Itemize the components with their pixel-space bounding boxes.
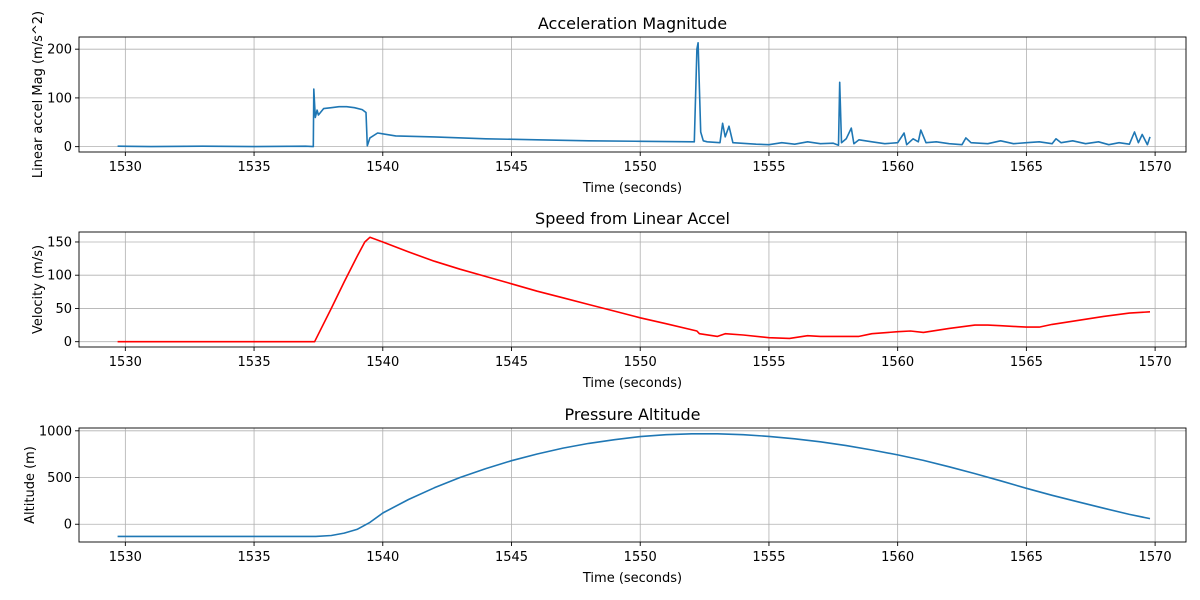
y-axis-label: Altitude (m) xyxy=(23,446,38,524)
x-tick-label: 1550 xyxy=(624,160,657,175)
x-tick-label: 1560 xyxy=(881,355,914,370)
y-tick-label: 0 xyxy=(64,335,72,350)
x-tick-label: 1555 xyxy=(752,550,785,565)
x-tick-label: 1560 xyxy=(881,550,914,565)
axes-frame xyxy=(78,36,1187,153)
x-axis-label: Time (seconds) xyxy=(582,181,682,196)
y-tick-label: 1000 xyxy=(39,424,72,439)
x-tick-label: 1570 xyxy=(1139,355,1172,370)
y-tick-label: 200 xyxy=(47,43,72,58)
series-line-0 xyxy=(117,41,1151,148)
x-tick-label: 1545 xyxy=(495,550,528,565)
x-tick-label: 1555 xyxy=(752,160,785,175)
y-tick-label: 0 xyxy=(64,518,72,533)
chart-panel-0: 1530 1535 1540 1545 1550 1555 1560 1565 1570 0 100… xyxy=(31,11,1187,196)
series-line-0 xyxy=(117,236,1151,343)
chart-panel-1: 1530 1535 1540 1545 1550 1555 1560 1565 1570 0 50 1… xyxy=(31,209,1187,391)
x-tick-label: 1545 xyxy=(495,160,528,175)
x-tick-label: 1560 xyxy=(881,160,914,175)
x-tick-label: 1535 xyxy=(238,550,271,565)
x-tick-label: 1530 xyxy=(109,355,142,370)
x-axis-label: Time (seconds) xyxy=(582,376,682,391)
x-tick-label: 1570 xyxy=(1139,550,1172,565)
x-tick-label: 1550 xyxy=(624,550,657,565)
x-axis-label: Time (seconds) xyxy=(582,571,682,586)
y-tick-label: 150 xyxy=(47,235,72,250)
axes-frame xyxy=(78,427,1187,543)
x-tick-label: 1570 xyxy=(1139,160,1172,175)
chart-panel-2: 1530 1535 1540 1545 1550 1555 1560 1565 1570 0 500… xyxy=(23,405,1187,586)
axes-frame xyxy=(78,231,1187,348)
x-tick-label: 1555 xyxy=(752,355,785,370)
series-line-0 xyxy=(117,432,1151,538)
x-tick-label: 1545 xyxy=(495,355,528,370)
x-tick-label: 1540 xyxy=(366,160,399,175)
y-axis-label: Linear accel Mag (m/s^2) xyxy=(31,11,46,178)
y-tick-label: 100 xyxy=(47,91,72,106)
x-tick-label: 1550 xyxy=(624,355,657,370)
x-tick-label: 1540 xyxy=(366,550,399,565)
y-tick-label: 50 xyxy=(55,302,72,317)
chart-title: Acceleration Magnitude xyxy=(538,14,727,33)
chart-title: Pressure Altitude xyxy=(565,405,701,424)
y-axis-label: Velocity (m/s) xyxy=(31,245,46,334)
x-tick-label: 1535 xyxy=(238,160,271,175)
y-tick-label: 0 xyxy=(64,140,72,155)
y-tick-label: 100 xyxy=(47,269,72,284)
y-tick-label: 500 xyxy=(47,471,72,486)
chart-title: Speed from Linear Accel xyxy=(535,209,730,228)
x-tick-label: 1565 xyxy=(1010,550,1043,565)
x-tick-label: 1530 xyxy=(109,160,142,175)
x-tick-label: 1535 xyxy=(238,355,271,370)
x-tick-label: 1565 xyxy=(1010,160,1043,175)
x-tick-label: 1530 xyxy=(109,550,142,565)
x-tick-label: 1540 xyxy=(366,355,399,370)
x-tick-label: 1565 xyxy=(1010,355,1043,370)
